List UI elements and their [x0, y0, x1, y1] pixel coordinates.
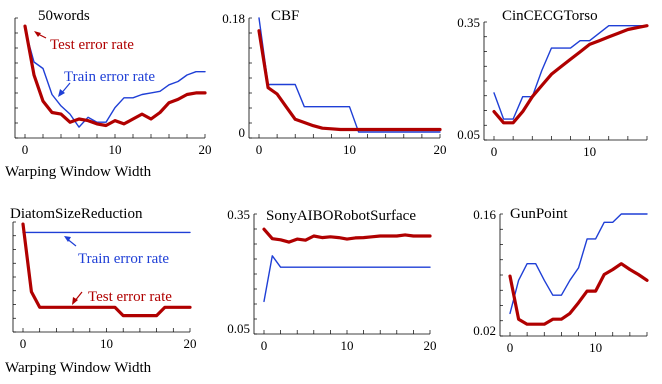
x-axis-label: Warping Window Width — [5, 360, 152, 376]
x-tick-label: 10 — [341, 338, 354, 353]
panel-50words: 50words 0 10 20 Test error rate Train erro… — [5, 8, 212, 180]
annotation-label: Test error rate — [50, 37, 134, 53]
panel-title: GunPoint — [510, 206, 568, 222]
x-tick-label: 20 — [434, 142, 447, 157]
plot-area: 0 10 20 — [12, 221, 197, 351]
x-axis-label: Warping Window Width — [5, 164, 152, 180]
annotation-test: Test error rate — [72, 289, 172, 305]
annotation-test: Test error rate — [34, 31, 134, 53]
x-tick-label: 20 — [199, 142, 212, 157]
x-tick-label: 10 — [589, 340, 602, 355]
test-error-line — [257, 29, 442, 132]
panel-diatomsizereduction: DiatomSizeReduction 0 10 20 Train error ra… — [5, 206, 197, 376]
annotation-train: Train error rate — [58, 69, 155, 97]
annotation-label: Train error rate — [78, 251, 169, 267]
x-tick-label: 20 — [184, 336, 197, 351]
train-error-line — [493, 25, 648, 120]
panel-title: CBF — [271, 8, 299, 24]
train-error-line — [258, 17, 441, 133]
test-error-line — [262, 227, 432, 244]
panel-cincecgtorso: CinCECGTorso 0 10 0.05 0.35 — [457, 8, 649, 159]
y-tick-label: 0.05 — [227, 321, 250, 336]
panel-title: SonyAIBORobotSurface — [266, 208, 416, 224]
y-tick-label: 0.18 — [222, 11, 245, 26]
x-tick-label: 10 — [343, 142, 356, 157]
train-error-line — [24, 28, 206, 128]
arrowhead — [34, 31, 41, 37]
plot-area: 0 10 0.02 0.16 — [473, 207, 649, 355]
x-tick-label: 0 — [261, 338, 268, 353]
y-tick-label: 0.02 — [473, 323, 496, 338]
plot-area: 0 10 20 0.05 0.35 — [227, 207, 436, 353]
plot-area: 0 10 20 — [14, 17, 212, 157]
annotation-train: Train error rate — [64, 236, 169, 267]
panel-title: CinCECGTorso — [502, 8, 598, 24]
x-tick-label: 10 — [583, 144, 596, 159]
y-tick-label: 0.05 — [457, 127, 480, 142]
plot-area: 0 10 0.05 0.35 — [457, 15, 649, 159]
arrowhead — [64, 236, 71, 242]
x-tick-label: 10 — [109, 142, 122, 157]
x-tick-label: 20 — [424, 338, 437, 353]
test-error-line — [21, 222, 192, 318]
test-error-line — [492, 24, 649, 125]
train-error-line — [509, 213, 648, 315]
panel-title: DiatomSizeReduction — [10, 206, 143, 222]
x-tick-label: 0 — [507, 340, 514, 355]
arrowhead — [58, 89, 65, 97]
panel-cbf: CBF 0 10 20 0 0.18 — [222, 8, 446, 157]
plot-area: 0 10 20 0 0.18 — [222, 11, 446, 157]
train-error-line — [263, 255, 431, 303]
x-tick-label: 0 — [256, 142, 263, 157]
x-tick-label: 0 — [22, 142, 29, 157]
y-tick-label: 0.35 — [457, 15, 480, 30]
x-tick-label: 10 — [100, 336, 113, 351]
y-tick-label: 0.35 — [227, 207, 250, 222]
arrowhead — [72, 297, 78, 305]
annotation-label: Train error rate — [64, 69, 155, 85]
panel-title: 50words — [38, 8, 90, 24]
annotation-label: Test error rate — [88, 289, 172, 305]
test-error-line — [508, 262, 649, 326]
test-error-line — [23, 24, 207, 128]
x-tick-label: 0 — [491, 144, 498, 159]
y-tick-label: 0.16 — [473, 207, 496, 222]
y-tick-label: 0 — [239, 125, 246, 140]
x-tick-label: 0 — [20, 336, 27, 351]
panel-gunpoint: GunPoint 0 10 0.02 0.16 — [473, 206, 649, 355]
panel-sonyaiborobotsurface: SonyAIBORobotSurface 0 10 20 0.05 0.35 — [227, 207, 436, 353]
